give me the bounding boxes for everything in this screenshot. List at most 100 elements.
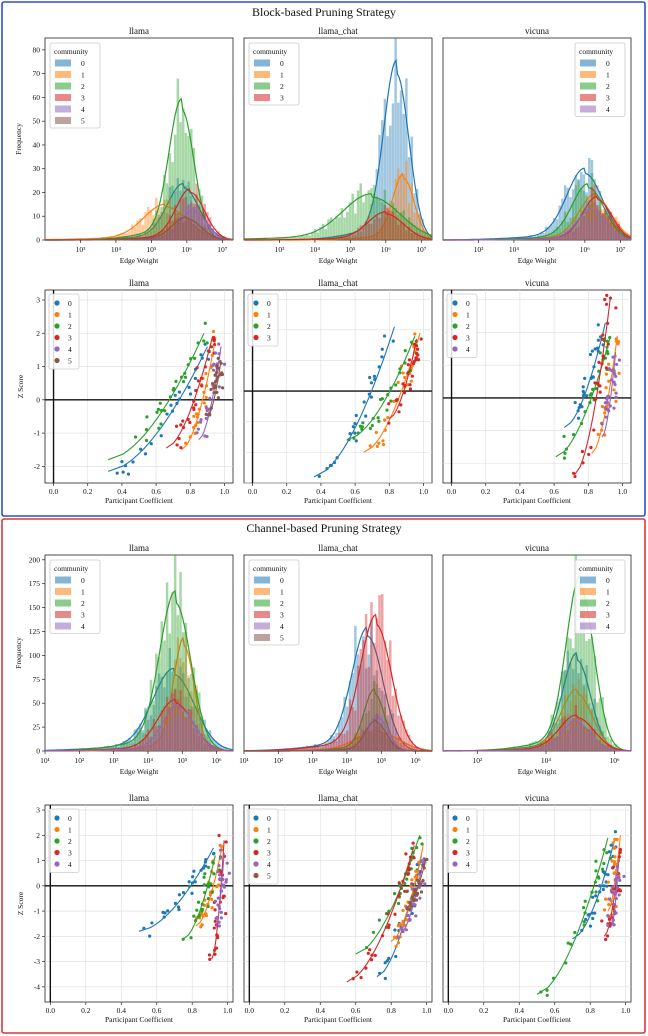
hist-bar-3 [553,737,556,751]
point-5 [213,380,218,384]
hist-bar-0 [593,698,596,751]
hist-bar-3 [389,640,392,751]
hist-bar-3 [351,707,354,751]
x-tick-label: 10⁷ [217,245,228,254]
hist-bar-1 [577,217,580,240]
hist-bar-5 [348,749,352,751]
hist-bar-4 [614,234,618,240]
hist-bar-2 [203,734,206,751]
hist-bar-4 [577,222,580,240]
hist-bar-5 [340,749,344,751]
hist-bar-1 [190,218,193,240]
point-4 [218,873,222,877]
hist-bar-2 [372,185,376,240]
point-1 [374,430,378,435]
hist-bar-2 [276,237,279,240]
hist-bar-5 [149,237,153,240]
hist-bar-3 [590,186,594,240]
hist-bar-2 [147,228,150,240]
hist-bar-2 [168,153,172,240]
hist-bar-2 [327,219,330,240]
point-4 [614,395,618,399]
point-0 [115,471,119,475]
point-0 [391,339,395,343]
point-3 [177,436,181,441]
point-5 [219,361,223,365]
hist-bar-3 [155,234,158,240]
hist-bar-3 [214,232,217,240]
hist-bar-0 [367,223,371,240]
hist-bar-2 [526,744,529,751]
hist-bar-2 [181,108,185,241]
point-3 [603,297,607,302]
point-4 [614,896,618,901]
hist-bar-0 [370,204,373,240]
hist-bar-1 [160,211,163,240]
hist-bar-1 [588,721,591,751]
point-3 [589,445,593,450]
hist-bar-2 [359,183,362,240]
hist-bar-4 [542,239,545,240]
point-1 [611,841,615,845]
hist-bar-3 [356,665,360,751]
hist-bar-5 [367,731,371,751]
hist-bar-2 [571,202,575,240]
point-0 [598,890,602,894]
hist-bar-1 [155,197,158,240]
point-2 [539,990,543,994]
legend-marker [54,815,60,821]
point-0 [364,414,368,418]
point-2 [189,936,193,940]
hist-bar-0 [139,723,142,751]
legend-label: 0 [68,814,72,823]
hist-bar-0 [389,125,392,240]
x-tick-label: 0.8 [186,487,196,496]
point-0 [590,911,594,915]
hist-bar-3 [335,741,338,751]
hist-bar-1 [370,235,373,240]
hist-bar-2 [588,200,591,240]
point-3 [373,953,377,958]
legend-label: 2 [280,82,284,91]
point-3 [359,976,363,980]
hist-bar-2 [109,746,112,751]
point-5 [216,375,220,379]
hist-bar-1 [192,228,196,240]
point-0 [159,434,163,438]
legend-marker [54,323,60,329]
hist-bar-0 [195,204,198,240]
point-0 [596,323,600,327]
legend-swatch [254,576,270,584]
point-3 [212,926,216,930]
point-2 [564,447,569,451]
hist-bar-3 [558,237,561,240]
hist-bar-5 [351,746,354,751]
point-2 [361,421,365,425]
hist-bar-5 [200,226,204,240]
kde-curve-4 [443,719,631,752]
point-0 [199,353,203,357]
hist-bar-3 [112,749,115,751]
point-3 [406,872,410,876]
point-3 [416,358,421,362]
x-tick-label: 10¹ [239,756,249,765]
hist-bar-2 [125,742,129,751]
point-4 [615,362,619,367]
hist-bar-0 [168,187,172,240]
hist-bar-1 [359,237,362,240]
hist-bar-4 [372,725,376,751]
legend-label: 1 [267,311,271,320]
hist-bar-4 [173,230,177,240]
hist-bar-3 [588,204,591,240]
legend-label: 1 [81,71,85,80]
point-2 [588,400,592,405]
legend-label: 2 [68,322,72,331]
hist-bar-0 [184,697,188,751]
x-tick-label: 0.2 [83,487,93,496]
hist-bar-2 [558,227,561,240]
point-0 [143,452,148,456]
point-0 [162,915,166,919]
hist-bar-0 [303,747,306,751]
hist-bar-4 [604,221,607,240]
hist-bar-2 [165,183,169,240]
